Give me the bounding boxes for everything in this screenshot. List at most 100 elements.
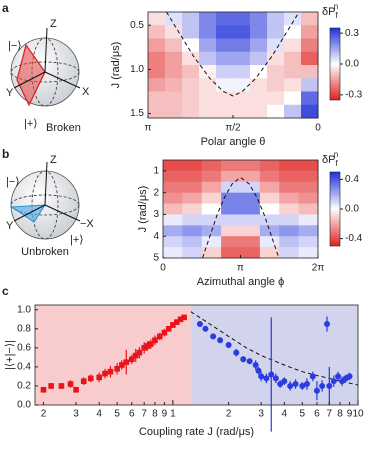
- heatmap-cell: [182, 203, 203, 215]
- heatmap-cell: [240, 203, 261, 215]
- heatmap-cell: [249, 91, 268, 106]
- heatmap-cell: [221, 214, 241, 226]
- data-point: [152, 337, 158, 344]
- heatmap-cell: [182, 104, 200, 119]
- panel-label: a: [2, 1, 9, 15]
- sphere-caption: Unbroken: [21, 246, 69, 258]
- data-point: [181, 314, 187, 321]
- y-tick-label: 3: [153, 209, 159, 220]
- heatmap-cell: [249, 78, 268, 92]
- heatmap-cell: [249, 12, 268, 26]
- data-point: [330, 378, 337, 385]
- heatmap-cell: [240, 214, 261, 226]
- heatmap-cell: [164, 25, 183, 39]
- heatmap-cell: [232, 91, 251, 106]
- heatmap-cell: [240, 247, 261, 259]
- colorbar-label-sub: f: [335, 11, 338, 20]
- colorbar-tick-label: 0.0: [345, 59, 359, 70]
- heatmap-cell: [259, 225, 280, 237]
- y-tick-label: 1.0: [17, 304, 31, 315]
- heatmap-cell: [232, 38, 251, 53]
- heatmap-cell: [221, 203, 241, 215]
- data-point: [210, 333, 217, 340]
- heatmap-cell: [279, 192, 300, 205]
- heatmap-cell: [259, 214, 280, 226]
- heatmap-cell: [301, 65, 319, 79]
- x-tick-label: 6: [314, 409, 320, 420]
- data-point: [141, 345, 147, 351]
- heatmap-cell: [148, 51, 166, 66]
- heatmap-cell: [266, 78, 285, 92]
- heatmap-cell: [215, 38, 234, 53]
- x-tick-label: 7: [141, 409, 147, 420]
- heatmap-cell: [301, 78, 319, 92]
- heatmap-cell: [163, 214, 183, 226]
- data-point: [303, 381, 310, 388]
- heatmap-cell: [164, 104, 183, 119]
- x-tick-label: 6: [129, 409, 135, 420]
- sphere-label: Y: [6, 220, 14, 232]
- heatmap-cell: [148, 12, 166, 26]
- sphere-label: Y: [6, 87, 14, 99]
- heatmap-cell: [249, 38, 268, 53]
- heatmap-cell: [266, 51, 285, 66]
- boundary-curve: [202, 176, 280, 259]
- colorbar-label-main: δP: [322, 154, 335, 166]
- x-tick-label: 2: [226, 409, 232, 420]
- data-point: [196, 321, 203, 328]
- heatmap-cell: [301, 38, 319, 53]
- colorbar-tick-label: 0.0: [345, 204, 359, 215]
- heatmap-cell: [240, 192, 261, 205]
- heatmap-cell: [221, 225, 241, 237]
- heatmap-cell: [148, 78, 166, 92]
- colorbar: [329, 27, 341, 101]
- data-point: [313, 387, 320, 394]
- x-tick-label: 4: [96, 409, 102, 420]
- sphere-label: −X: [80, 218, 94, 230]
- heatmap-cell: [232, 78, 251, 92]
- heatmap-cell: [182, 38, 200, 53]
- heatmap-cell: [266, 12, 285, 26]
- heatmap-cell: [163, 236, 183, 248]
- data-point: [114, 366, 120, 372]
- heatmap-cell: [259, 247, 280, 259]
- panel-label: c: [2, 284, 9, 298]
- shaded-region: [190, 305, 358, 405]
- x-tick-label: π/2: [225, 123, 241, 134]
- heatmap-cell: [284, 78, 302, 92]
- x-tick-label: 7: [327, 409, 333, 420]
- heatmap-cell: [201, 170, 222, 183]
- x-tick-label: 1: [170, 409, 176, 420]
- heatmap-cell: [221, 181, 241, 194]
- heatmap-cell: [232, 25, 251, 39]
- heatmap-cell: [232, 12, 251, 26]
- colorbar-tick-label: 0.3: [345, 28, 359, 39]
- heatmap-cell: [199, 38, 217, 53]
- heatmap-cell: [201, 192, 222, 205]
- heatmap-cell: [266, 65, 285, 79]
- data-point: [346, 373, 353, 380]
- heatmap-cell: [182, 181, 203, 194]
- bloch-sphere: [10, 27, 81, 107]
- heatmap-cell: [221, 192, 241, 205]
- heatmap-cell: [182, 12, 200, 26]
- colorbar-label-sup: n: [334, 2, 338, 11]
- heatmap-cell: [163, 170, 183, 183]
- heatmap-cell: [284, 25, 302, 39]
- heatmap-cell: [298, 247, 319, 259]
- x-tick-label: 3: [73, 409, 79, 420]
- heatmap-cell: [284, 12, 302, 26]
- heatmap-cell: [182, 78, 200, 92]
- heatmap-cell: [298, 160, 319, 172]
- colorbar-label-main: δP: [322, 6, 335, 18]
- heatmap-cell: [182, 214, 203, 226]
- heatmap-cell: [284, 38, 302, 53]
- heatmap-cell: [148, 91, 166, 106]
- y-tick-label: 0.5: [130, 20, 144, 31]
- data-point: [252, 362, 259, 368]
- heatmap-cell: [279, 160, 300, 172]
- heatmap-cell: [266, 38, 285, 53]
- heatmap-cell: [148, 25, 166, 39]
- data-point: [123, 359, 130, 365]
- y-tick-label: 1.5: [130, 108, 144, 119]
